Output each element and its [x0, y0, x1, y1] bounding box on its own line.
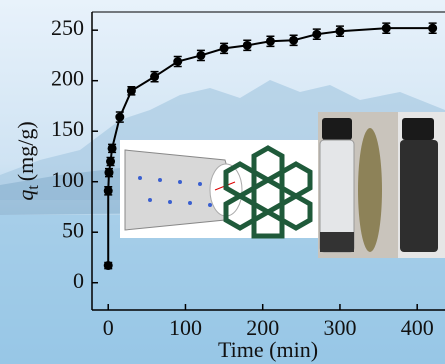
data-point [266, 37, 275, 46]
y-tick-label: 0 [73, 268, 84, 293]
data-point [196, 51, 205, 60]
data-point [243, 41, 252, 50]
data-point [106, 157, 115, 166]
data-point [104, 186, 113, 195]
data-point [335, 27, 344, 36]
x-tick-label: 400 [401, 315, 434, 340]
x-axis-label: Time (min) [218, 337, 318, 362]
x-tick-label: 100 [169, 315, 202, 340]
data-point [173, 57, 182, 66]
y-label-subscript: t [25, 185, 42, 190]
data-point [220, 44, 229, 53]
data-point [289, 36, 298, 45]
data-point [104, 168, 113, 177]
x-tick-label: 0 [103, 315, 114, 340]
y-tick-label: 200 [51, 66, 84, 91]
y-tick-label: 250 [51, 15, 84, 40]
x-tick-label: 300 [323, 315, 356, 340]
data-point [104, 261, 113, 270]
data-point [312, 30, 321, 39]
inset-diagram [120, 140, 318, 238]
x-tick-label: 200 [246, 315, 279, 340]
data-point [150, 72, 159, 81]
data-point [108, 144, 117, 153]
data-point [382, 24, 391, 33]
data-point [115, 113, 124, 122]
y-label-symbol: q [13, 190, 38, 201]
inset-photo [318, 112, 445, 258]
data-point [127, 86, 136, 95]
y-tick-label: 50 [62, 217, 84, 242]
y-tick-label: 150 [51, 116, 84, 141]
y-tick-label: 100 [51, 167, 84, 192]
data-point [428, 24, 437, 33]
chart: Time (min) qt (mg/g) 0 50 100 150 200 250 0 100 2… [0, 0, 445, 364]
y-label-unit: (mg/g) [13, 121, 38, 181]
